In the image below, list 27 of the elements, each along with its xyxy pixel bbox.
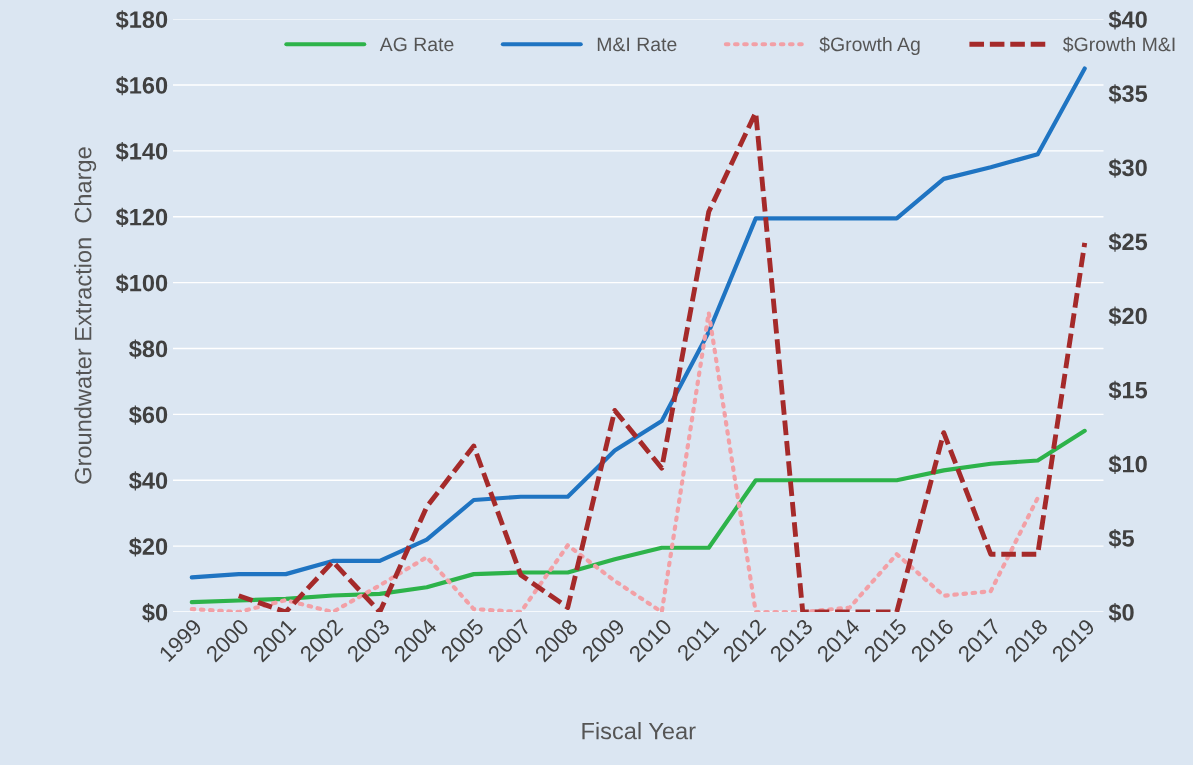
y-tick-label: $40	[129, 471, 168, 491]
y-axis-title: Groundwater Extraction Charge	[74, 147, 97, 484]
y2-tick-label: $5	[1108, 528, 1134, 549]
legend-label: M&I Rate	[597, 37, 677, 52]
y-tick-label: $140	[115, 141, 168, 162]
line-series	[189, 66, 1087, 580]
y-tick-label: $180	[115, 10, 168, 30]
y2-tick-label: $15	[1108, 380, 1148, 400]
y2-tick-label: $25	[1108, 232, 1148, 252]
legend-label: $Growth M&I	[1062, 36, 1175, 53]
legend-label: AG Rate	[379, 37, 454, 52]
y-tick-label: $160	[115, 76, 168, 96]
y-tick-label: $100	[115, 273, 168, 293]
y-tick-label: $60	[129, 405, 168, 425]
y2-tick-label: $20	[1108, 306, 1147, 326]
y2-tick-label: $10	[1108, 454, 1147, 475]
y-tick-label: $120	[115, 207, 168, 228]
y2-tick-label: $30	[1108, 158, 1147, 178]
y2-tick-label: $0	[1108, 603, 1134, 623]
y-tick-label: $80	[129, 339, 168, 359]
legend-label: $Growth Ag	[819, 36, 920, 56]
y2-tick-label: $35	[1108, 84, 1148, 104]
line-series	[189, 428, 1087, 605]
line-series	[189, 310, 1040, 612]
y2-tick-label: $40	[1108, 10, 1147, 30]
y-tick-label: $20	[129, 537, 168, 557]
x-axis-title: Fiscal Year	[582, 722, 696, 740]
